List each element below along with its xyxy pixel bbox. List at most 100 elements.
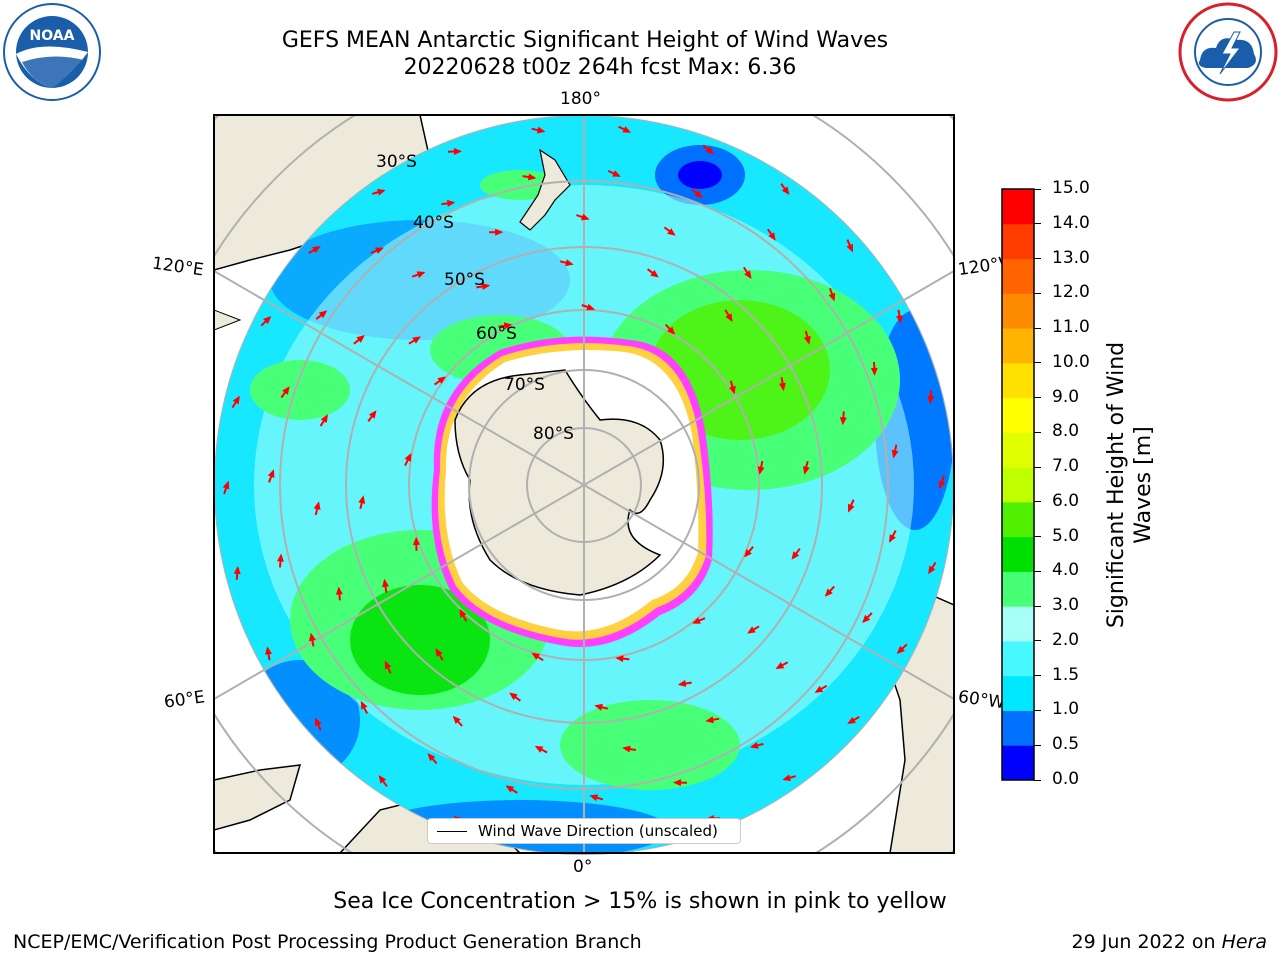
wave-arrow-head <box>667 228 676 236</box>
wave-arrow-head <box>744 549 752 558</box>
wave-arrow-head <box>896 315 903 324</box>
wave-arrow-head <box>824 588 833 597</box>
colorbar-tick-mark <box>1034 536 1041 538</box>
colorbar-tick-label: 5.0 <box>1052 525 1080 546</box>
wave-arrow-head <box>505 785 515 793</box>
wave-arrow-head <box>377 188 386 196</box>
colorbar-swatch <box>1002 536 1034 572</box>
colorbar-label-line-2: Waves [m] <box>1131 426 1156 544</box>
colorbar-swatch <box>1002 467 1034 503</box>
wave-arrow-head <box>749 742 759 749</box>
wave-arrow-head <box>673 779 681 787</box>
wave-arrow-head <box>404 453 412 462</box>
colorbar-tick-label: 0.0 <box>1052 769 1080 789</box>
colorbar-swatch <box>1002 501 1034 538</box>
wave-arrow-head <box>360 700 368 710</box>
wave-arrow-head <box>503 322 513 330</box>
colorbar-tick-label: 14.0 <box>1052 212 1090 233</box>
colorbar-tick-label: 10.0 <box>1052 351 1090 372</box>
colorbar-tick-mark <box>1034 570 1041 572</box>
colorbar-tick-label: 15.0 <box>1052 178 1090 198</box>
colorbar-swatch <box>1002 258 1034 294</box>
wave-arrow-head <box>312 246 321 254</box>
colorbar-tick-label: 7.0 <box>1052 456 1080 477</box>
wave-arrow-head <box>412 536 420 545</box>
footer-branch: NCEP/EMC/Verification Post Processing Pr… <box>13 931 642 953</box>
meridian-label-0: 0° <box>573 857 593 877</box>
wave-arrow-head <box>315 717 322 727</box>
colorbar-tick-label: 13.0 <box>1052 247 1090 268</box>
nws-logo <box>1178 2 1278 102</box>
wave-arrow-head <box>803 335 811 345</box>
wave-arrow-head <box>705 716 714 724</box>
colorbar-tick-mark <box>1034 223 1041 225</box>
wave-arrow-head <box>650 269 659 278</box>
wave-arrow-head <box>757 466 765 475</box>
colorbar-tick-label: 8.0 <box>1052 421 1080 442</box>
meridian-label-180: 180° <box>560 89 601 109</box>
wave-arrow-head <box>705 146 715 155</box>
colorbar-swatch <box>1002 675 1034 711</box>
parallel-label-50s: 50°S <box>444 270 485 290</box>
parallel-label-80s: 80°S <box>533 424 574 444</box>
wave-arrow-head <box>384 660 392 670</box>
wave-arrow-head <box>581 213 590 221</box>
colorbar-swatch <box>1002 362 1034 399</box>
title-line-1: GEFS MEAN Antarctic Significant Height o… <box>281 28 889 53</box>
footer-machine: Hera <box>1221 931 1267 953</box>
wave-arrow-head <box>589 794 599 802</box>
colorbar-tick-label: 1.0 <box>1052 699 1080 720</box>
wave-arrow-head <box>870 367 878 376</box>
wave-arrow-head <box>527 173 537 181</box>
wave-arrow-head <box>891 449 899 459</box>
colorbar-swatch <box>1002 640 1034 677</box>
colorbar-swatch <box>1002 571 1034 607</box>
colorbar-swatch <box>1002 293 1034 329</box>
wave-arrow-head <box>725 313 733 322</box>
colorbar-swatch <box>1002 432 1034 468</box>
wave-arrow-head <box>802 466 810 475</box>
wave-arrow-head <box>586 303 595 311</box>
madagascar-land <box>214 764 302 831</box>
wave-arrow-head <box>839 417 847 426</box>
wave-arrow-head <box>412 336 421 344</box>
colorbar-label-line-1: Significant Height of Wind <box>1104 341 1129 629</box>
wave-arrow-head <box>814 685 824 693</box>
wave-arrow-head <box>744 270 752 279</box>
colorbar-tick-label: 9.0 <box>1052 386 1080 407</box>
wave-arrow-head <box>416 271 426 278</box>
legend-line <box>437 831 467 832</box>
wave-arrow-head <box>896 645 905 654</box>
wave-arrow-head <box>615 655 624 663</box>
colorbar-tick-mark <box>1034 675 1041 677</box>
map-legend: Wind Wave Direction (unscaled) <box>427 818 741 844</box>
colorbar-tick-label: 3.0 <box>1052 595 1080 616</box>
wave-arrow-head <box>565 259 574 267</box>
wave-arrow-head <box>846 243 853 253</box>
colorbar-swatch <box>1002 745 1034 781</box>
colorbar-tick-mark <box>1034 640 1041 642</box>
colorbar-tick-mark <box>1034 258 1041 260</box>
wave-arrow-head <box>313 501 321 510</box>
colorbar-tick-mark <box>1034 431 1041 433</box>
wave-arrow-head <box>768 232 776 241</box>
wave-arrow-head <box>782 774 791 782</box>
wave-arrow-head <box>233 565 241 575</box>
wave-arrow-head <box>335 586 343 595</box>
wave-arrow-head <box>368 410 377 419</box>
wave-arrow-head <box>889 534 896 543</box>
wave-arrow-head <box>378 775 387 784</box>
wave-arrow-head <box>447 199 456 207</box>
wave-arrow-head <box>263 316 272 325</box>
wave-arrow-head <box>747 626 756 634</box>
wave-arrow-head <box>938 480 946 490</box>
wave-arrow-head <box>459 609 467 618</box>
colorbar-swatch <box>1002 606 1034 642</box>
colorbar-tick-label: 11.0 <box>1052 317 1090 338</box>
colorbar <box>1001 188 1035 781</box>
wave-arrow-head <box>848 503 855 513</box>
colorbar-tick-label: 4.0 <box>1052 560 1080 581</box>
wave-arrow-head <box>847 716 856 724</box>
parallel-label-30s: 30°S <box>376 152 417 172</box>
wave-arrow-head <box>531 652 540 660</box>
